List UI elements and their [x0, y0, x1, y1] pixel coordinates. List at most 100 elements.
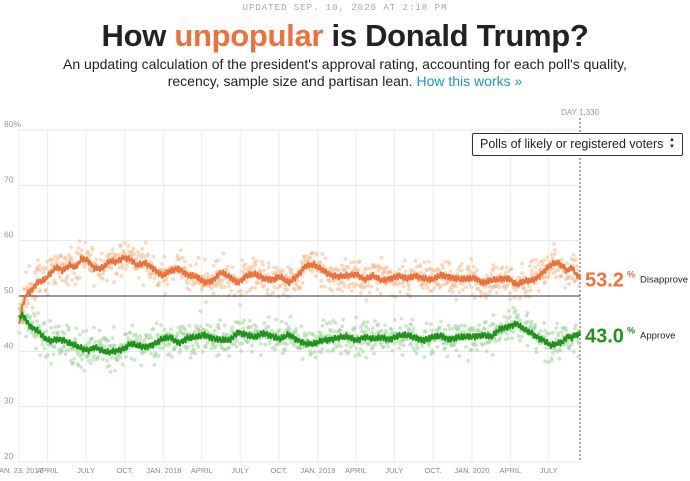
poll-dot	[100, 277, 105, 281]
poll-dot	[409, 269, 414, 274]
poll-dot	[296, 333, 301, 338]
poll-dot	[552, 241, 556, 246]
poll-dot	[92, 354, 96, 359]
poll-dot	[524, 313, 529, 318]
poll-dot	[123, 332, 128, 337]
poll-dot	[384, 331, 388, 336]
poll-dot	[144, 268, 149, 273]
poll-dot	[309, 351, 314, 356]
poll-dot	[57, 271, 61, 276]
poll-dot	[217, 326, 222, 331]
poll-dot	[227, 354, 231, 359]
poll-dot	[550, 330, 555, 335]
poll-dot	[447, 327, 452, 332]
poll-dot	[336, 268, 341, 272]
poll-dot	[97, 328, 102, 333]
poll-dot	[93, 340, 98, 344]
poll-dot	[119, 274, 124, 278]
poll-dot	[91, 357, 95, 362]
poll-dot	[407, 326, 411, 331]
poll-dot	[399, 316, 404, 321]
voter-type-select[interactable]: Polls of likely or registered voters ▲ ▼	[472, 133, 683, 156]
poll-dot	[245, 340, 250, 345]
poll-dot	[120, 265, 125, 270]
poll-dot	[314, 337, 319, 341]
poll-dot	[341, 280, 346, 285]
poll-dot	[375, 287, 380, 292]
poll-dot	[126, 243, 130, 248]
poll-dot	[424, 267, 429, 272]
poll-dot	[502, 314, 507, 319]
poll-dot	[209, 346, 214, 351]
poll-dot	[396, 339, 400, 344]
poll-dot	[65, 274, 70, 278]
poll-dot	[261, 262, 265, 267]
poll-dot	[129, 356, 134, 361]
how-this-works-link[interactable]: How this works »	[416, 73, 523, 89]
poll-dot	[517, 318, 522, 323]
poll-dot	[197, 328, 202, 333]
poll-dot	[179, 275, 184, 280]
poll-dot	[17, 330, 22, 335]
poll-dot	[188, 355, 193, 360]
poll-dot	[151, 327, 156, 331]
poll-dot	[300, 261, 305, 266]
poll-dot	[400, 264, 405, 269]
poll-dot	[469, 257, 474, 262]
x-tick-label: JAN. 23, 2017	[0, 466, 43, 475]
poll-dot	[262, 321, 267, 325]
poll-dot	[152, 276, 157, 281]
poll-dot	[265, 291, 270, 296]
poll-dot	[140, 246, 145, 251]
poll-dot	[335, 343, 340, 348]
poll-dot	[533, 265, 538, 270]
poll-dot	[567, 281, 572, 286]
poll-dot	[161, 345, 166, 350]
poll-dot	[111, 324, 116, 329]
poll-dot	[509, 267, 514, 272]
poll-dot	[162, 254, 167, 259]
poll-dot	[181, 255, 185, 260]
poll-dot	[556, 333, 561, 338]
poll-dot	[198, 309, 203, 314]
poll-dot	[60, 349, 65, 353]
poll-dot	[204, 300, 208, 305]
poll-dot	[443, 327, 448, 332]
poll-dot	[354, 315, 359, 320]
poll-dot	[200, 349, 205, 354]
poll-dot	[549, 252, 554, 257]
poll-dot	[129, 254, 134, 259]
poll-dot	[441, 265, 445, 270]
poll-dot	[340, 324, 344, 329]
poll-dot	[289, 267, 294, 272]
poll-dot	[550, 351, 555, 355]
poll-dot	[531, 258, 535, 263]
poll-dot	[542, 321, 546, 325]
poll-dot	[576, 268, 580, 273]
poll-dot	[390, 348, 395, 353]
poll-dot	[510, 336, 515, 341]
poll-dot	[244, 280, 249, 284]
y-tick-label: 80%	[4, 119, 21, 129]
poll-dot	[230, 325, 235, 330]
poll-dot	[92, 284, 96, 288]
poll-dot	[211, 291, 216, 296]
poll-dot	[277, 328, 282, 333]
poll-dot	[505, 336, 510, 341]
poll-dot	[310, 269, 315, 274]
poll-dot	[136, 249, 140, 254]
poll-dot	[546, 274, 551, 279]
poll-dot	[158, 346, 162, 350]
poll-dot	[192, 347, 196, 352]
poll-dot	[564, 326, 568, 330]
poll-dot	[366, 283, 371, 288]
poll-dot	[504, 331, 509, 336]
poll-dot	[534, 350, 539, 355]
poll-dot	[498, 336, 503, 340]
poll-dot	[274, 317, 279, 322]
endpoint-label-disapprove: 53.2% Disapprove	[585, 269, 688, 291]
poll-dot	[526, 319, 531, 324]
poll-dot	[98, 258, 103, 262]
poll-dot	[49, 326, 54, 330]
